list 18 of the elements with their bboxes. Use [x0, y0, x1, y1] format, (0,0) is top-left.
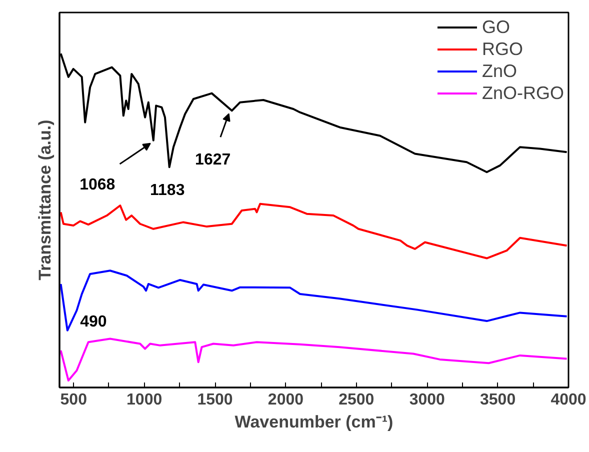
x-tick-label: 1500	[197, 392, 233, 408]
x-tick-label: 1000	[126, 392, 162, 408]
legend-label: RGO	[482, 38, 523, 60]
annotation: 1183	[150, 182, 185, 200]
x-tick-label: 2500	[338, 392, 374, 408]
x-tick-label: 3500	[480, 392, 516, 408]
annotation: 1068	[80, 176, 116, 194]
legend-label: ZnO-RGO	[482, 82, 564, 104]
x-axis-title: Wavenumber (cm⁻¹)	[234, 412, 394, 432]
x-tick-label: 2000	[268, 392, 304, 408]
x-tick-label: 3000	[409, 392, 446, 408]
legend-label: GO	[482, 16, 510, 38]
annotation: 1627	[195, 152, 231, 169]
y-axis-title: Transmittance (a.u.)	[36, 120, 54, 280]
legend-label: ZnO	[482, 60, 517, 82]
annotation: 490	[80, 313, 107, 330]
x-tick-label: 500	[60, 392, 88, 408]
x-tick-label: 4000	[550, 392, 586, 408]
